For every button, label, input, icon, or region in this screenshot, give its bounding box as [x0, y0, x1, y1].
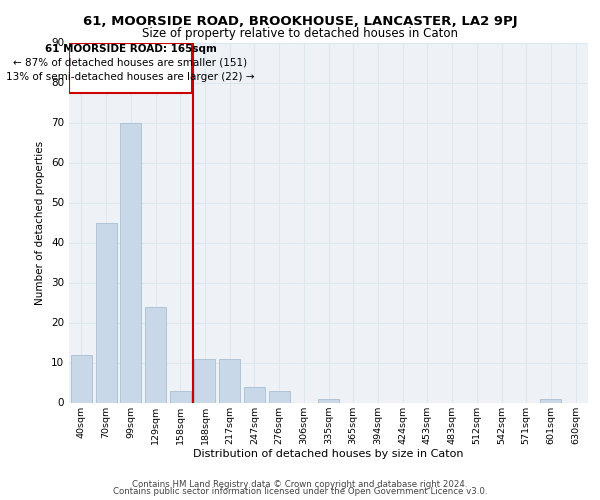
Bar	[120, 122, 141, 402]
Bar	[71, 354, 92, 403]
Bar	[269, 390, 290, 402]
Y-axis label: Number of detached properties: Number of detached properties	[35, 140, 46, 304]
Bar	[95, 222, 116, 402]
Text: ← 87% of detached houses are smaller (151): ← 87% of detached houses are smaller (15…	[13, 58, 248, 68]
Text: Contains public sector information licensed under the Open Government Licence v3: Contains public sector information licen…	[113, 487, 487, 496]
Bar	[541, 398, 562, 402]
Bar	[318, 398, 339, 402]
Bar	[219, 358, 240, 403]
Text: Contains HM Land Registry data © Crown copyright and database right 2024.: Contains HM Land Registry data © Crown c…	[132, 480, 468, 489]
FancyBboxPatch shape	[69, 42, 192, 92]
X-axis label: Distribution of detached houses by size in Caton: Distribution of detached houses by size …	[193, 450, 464, 460]
Text: 13% of semi-detached houses are larger (22) →: 13% of semi-detached houses are larger (…	[6, 72, 255, 82]
Bar	[170, 390, 191, 402]
Text: 61, MOORSIDE ROAD, BROOKHOUSE, LANCASTER, LA2 9PJ: 61, MOORSIDE ROAD, BROOKHOUSE, LANCASTER…	[83, 15, 517, 28]
Text: 61 MOORSIDE ROAD: 165sqm: 61 MOORSIDE ROAD: 165sqm	[44, 44, 217, 54]
Bar	[244, 386, 265, 402]
Bar	[145, 306, 166, 402]
Text: Size of property relative to detached houses in Caton: Size of property relative to detached ho…	[142, 28, 458, 40]
Bar	[194, 358, 215, 403]
